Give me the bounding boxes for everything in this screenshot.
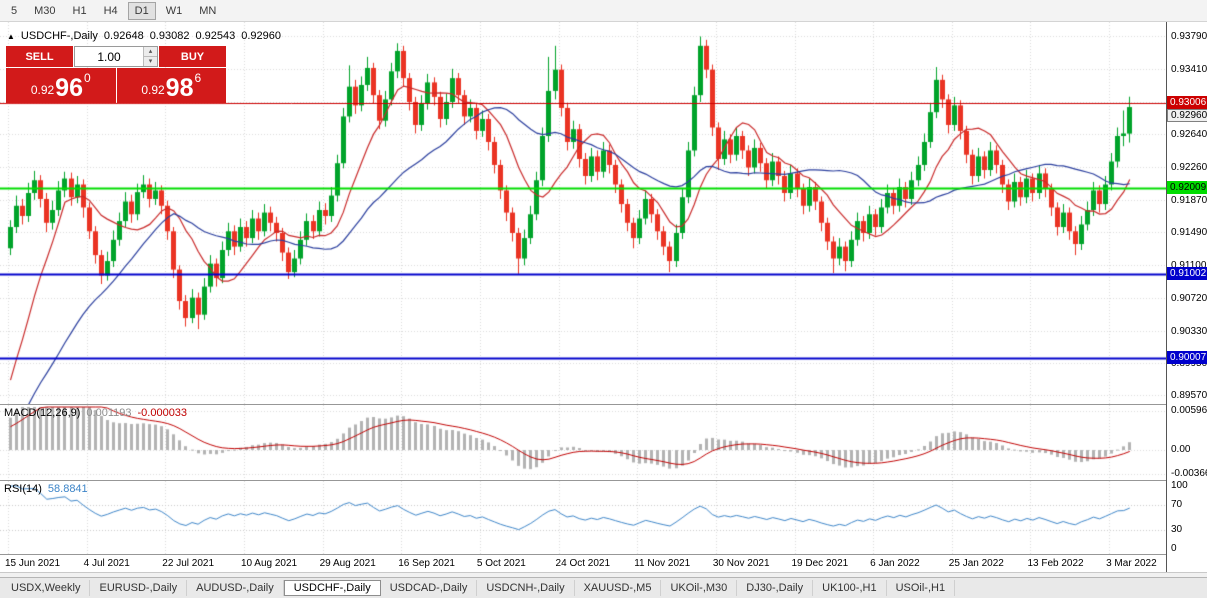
collapse-arrow-icon[interactable]: ▲ bbox=[7, 31, 15, 41]
rsi-indicator-pane: RSI(14) 58.8841 bbox=[0, 480, 1166, 554]
price-axis-label: 0.91490 bbox=[1171, 227, 1207, 238]
tab-usdcnh-daily[interactable]: USDCNH-,Daily bbox=[477, 580, 575, 596]
macd-axis-label: 0.00596 bbox=[1171, 405, 1207, 416]
date-axis-label: 3 Mar 2022 bbox=[1106, 558, 1157, 569]
date-axis-label: 25 Jan 2022 bbox=[948, 558, 1004, 569]
lot-increase-icon[interactable]: ▴ bbox=[144, 47, 157, 57]
hline-price-tag: 0.91002 bbox=[1167, 267, 1207, 280]
date-axis-label: 6 Jan 2022 bbox=[870, 558, 920, 569]
date-axis-label: 15 Jun 2021 bbox=[5, 558, 61, 569]
sell-price-prefix: 0.92 bbox=[30, 83, 55, 97]
macd-signal-value: -0.000033 bbox=[137, 407, 188, 419]
tab-eurusd-daily[interactable]: EURUSD-,Daily bbox=[90, 580, 188, 596]
macd-main-value: 0.001193 bbox=[86, 407, 132, 419]
rsi-axis-label: 70 bbox=[1171, 499, 1183, 510]
timeframe-h4-button[interactable]: H4 bbox=[97, 2, 125, 20]
rsi-axis-label: 30 bbox=[1171, 524, 1183, 535]
timeframe-mn-button[interactable]: MN bbox=[192, 2, 223, 20]
hline-price-tag: 0.90007 bbox=[1167, 351, 1207, 364]
buy-price-pipette: 6 bbox=[194, 71, 202, 85]
timeframe-h1-button[interactable]: H1 bbox=[66, 2, 94, 20]
date-axis-label: 11 Nov 2021 bbox=[634, 558, 691, 569]
rsi-value: 58.8841 bbox=[47, 483, 88, 495]
price-axis-label: 0.91870 bbox=[1171, 195, 1207, 206]
timeframe-m5-button[interactable]: 5 bbox=[4, 2, 24, 20]
time-axis[interactable]: 15 Jun 2021 4 Jul 2021 22 Jul 2021 10 Aug 2… bbox=[0, 554, 1166, 572]
tab-usdcad-daily[interactable]: USDCAD-,Daily bbox=[381, 580, 478, 596]
macd-canvas bbox=[0, 405, 1166, 480]
price-axis-label: 0.89570 bbox=[1171, 390, 1207, 401]
date-axis-label: 19 Dec 2021 bbox=[791, 558, 849, 569]
current-price-tag: 0.92960 bbox=[1167, 109, 1207, 122]
macd-axis-label: -0.00366 bbox=[1171, 468, 1207, 479]
lot-decrease-icon[interactable]: ▾ bbox=[144, 57, 157, 66]
price-chart-pane: ▲ USDCHF-,Daily 0.92648 0.93082 0.92543 … bbox=[0, 22, 1166, 404]
ohlc-info-line: ▲ USDCHF-,Daily 0.92648 0.93082 0.92543 … bbox=[7, 30, 281, 42]
timeframe-d1-button[interactable]: D1 bbox=[127, 1, 156, 20]
date-axis-label: 29 Aug 2021 bbox=[319, 558, 376, 569]
lot-size-field: ▴ ▾ bbox=[74, 46, 158, 67]
macd-axis-label: 0.00 bbox=[1171, 444, 1191, 455]
tab-uk100-h1[interactable]: UK100-,H1 bbox=[813, 580, 887, 596]
tab-xauusd-m5[interactable]: XAUUSD-,M5 bbox=[575, 580, 662, 596]
tab-usdx-weekly[interactable]: USDX,Weekly bbox=[2, 580, 91, 596]
buy-price-display[interactable]: 0.92 98 6 bbox=[116, 68, 226, 103]
macd-indicator-pane: MACD(12,26,9) 0.001193 -0.000033 bbox=[0, 404, 1166, 480]
macd-title: MACD(12,26,9) bbox=[4, 407, 81, 419]
tab-ukoil-m30[interactable]: UKOil-,M30 bbox=[661, 580, 738, 596]
rsi-title: RSI(14) bbox=[4, 483, 42, 495]
sell-price-pipette: 0 bbox=[83, 71, 91, 85]
timeframe-m30-button[interactable]: M30 bbox=[27, 2, 62, 20]
close-value: 0.92960 bbox=[241, 30, 281, 42]
one-click-trading-panel: SELL ▴ ▾ BUY 0.92960 bbox=[6, 46, 226, 103]
hline-price-tag: 0.93006 bbox=[1167, 96, 1207, 109]
tab-dj30-daily[interactable]: DJ30-,Daily bbox=[737, 580, 814, 596]
tab-usoil-h1[interactable]: USOil-,H1 bbox=[887, 580, 956, 596]
rsi-axis-label: 0 bbox=[1171, 543, 1177, 554]
tab-scroll-strip bbox=[0, 572, 1207, 577]
low-value: 0.92543 bbox=[195, 30, 236, 42]
rsi-header: RSI(14) 58.8841 bbox=[4, 483, 88, 495]
price-axis-label: 0.90720 bbox=[1171, 293, 1207, 304]
buy-button[interactable]: BUY bbox=[159, 46, 226, 67]
open-value: 0.92648 bbox=[103, 30, 144, 42]
date-axis-label: 10 Aug 2021 bbox=[240, 558, 298, 569]
buy-price-prefix: 0.92 bbox=[141, 83, 165, 97]
tab-audusd-daily[interactable]: AUDUSD-,Daily bbox=[187, 580, 284, 596]
date-axis-label: 24 Oct 2021 bbox=[555, 558, 611, 569]
date-axis-label: 5 Oct 2021 bbox=[476, 558, 526, 569]
date-axis-label: 4 Jul 2021 bbox=[83, 558, 130, 569]
sell-price-pips: 96 bbox=[55, 74, 83, 102]
rsi-canvas bbox=[0, 481, 1166, 554]
price-axis-label: 0.91100 bbox=[1171, 260, 1207, 271]
sell-button[interactable]: SELL bbox=[6, 46, 73, 67]
date-axis-label: 30 Nov 2021 bbox=[712, 558, 770, 569]
price-axis-label: 0.92640 bbox=[1171, 129, 1207, 140]
sell-price-display[interactable]: 0.92 96 0 bbox=[6, 68, 116, 103]
tab-usdchf-daily[interactable]: USDCHF-,Daily bbox=[283, 580, 381, 596]
lot-spinner: ▴ ▾ bbox=[143, 47, 157, 66]
rsi-axis-label: 100 bbox=[1171, 480, 1188, 491]
price-axis-label: 0.90330 bbox=[1171, 326, 1207, 337]
price-axis-label: 0.93790 bbox=[1171, 31, 1207, 42]
date-axis-label: 13 Feb 2022 bbox=[1027, 558, 1084, 569]
price-axis[interactable]: 0.937900.934100.930200.926400.922600.918… bbox=[1166, 22, 1207, 572]
symbol-period-label: USDCHF-,Daily bbox=[20, 30, 98, 42]
hline-price-tag: 0.92009 bbox=[1167, 181, 1207, 194]
high-value: 0.93082 bbox=[149, 30, 190, 42]
date-axis-label: 16 Sep 2021 bbox=[398, 558, 455, 569]
timeframe-toolbar: 5 M30 H1 H4 D1 W1 MN bbox=[0, 0, 1207, 22]
chart-panes: ▲ USDCHF-,Daily 0.92648 0.93082 0.92543 … bbox=[0, 22, 1166, 572]
price-axis-label: 0.92260 bbox=[1171, 162, 1207, 173]
buy-price-pips: 98 bbox=[165, 74, 194, 102]
price-axis-label: 0.93410 bbox=[1171, 64, 1207, 75]
macd-header: MACD(12,26,9) 0.001193 -0.000033 bbox=[4, 407, 187, 419]
date-axis-label: 22 Jul 2021 bbox=[162, 558, 215, 569]
chart-area: ▲ USDCHF-,Daily 0.92648 0.93082 0.92543 … bbox=[0, 22, 1207, 572]
timeframe-w1-button[interactable]: W1 bbox=[159, 2, 190, 20]
lot-input[interactable] bbox=[75, 47, 143, 66]
chart-tabs-bar: USDX,Weekly EURUSD-,Daily AUDUSD-,Daily … bbox=[0, 577, 1207, 598]
